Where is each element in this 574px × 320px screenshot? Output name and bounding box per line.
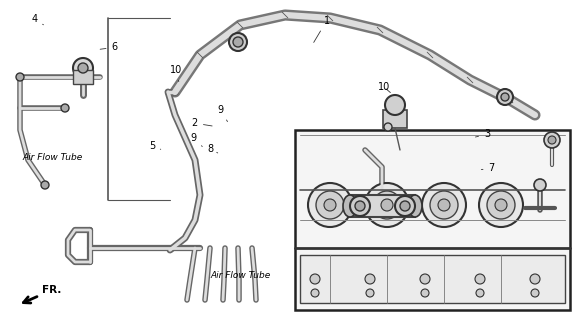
Circle shape bbox=[420, 274, 430, 284]
Circle shape bbox=[308, 183, 352, 227]
Text: 9: 9 bbox=[218, 105, 227, 122]
Text: 4: 4 bbox=[32, 14, 44, 25]
Circle shape bbox=[422, 183, 466, 227]
Circle shape bbox=[421, 289, 429, 297]
Circle shape bbox=[355, 201, 365, 211]
Ellipse shape bbox=[408, 195, 422, 217]
Circle shape bbox=[365, 183, 409, 227]
Circle shape bbox=[530, 274, 540, 284]
Circle shape bbox=[324, 199, 336, 211]
Text: Air Flow Tube: Air Flow Tube bbox=[22, 153, 82, 162]
Text: 2: 2 bbox=[192, 118, 212, 128]
Circle shape bbox=[487, 191, 515, 219]
Bar bbox=[383, 110, 407, 128]
Circle shape bbox=[384, 123, 392, 131]
Circle shape bbox=[544, 132, 560, 148]
Circle shape bbox=[233, 37, 243, 47]
Circle shape bbox=[534, 179, 546, 191]
Text: 9: 9 bbox=[191, 132, 202, 147]
Circle shape bbox=[395, 196, 415, 216]
Circle shape bbox=[311, 289, 319, 297]
Circle shape bbox=[475, 274, 485, 284]
Circle shape bbox=[61, 104, 69, 112]
Text: 3: 3 bbox=[475, 129, 490, 140]
Circle shape bbox=[366, 289, 374, 297]
Text: 7: 7 bbox=[482, 163, 495, 173]
Circle shape bbox=[531, 289, 539, 297]
Text: FR.: FR. bbox=[24, 285, 61, 303]
Circle shape bbox=[16, 73, 24, 81]
Circle shape bbox=[41, 181, 49, 189]
Circle shape bbox=[430, 191, 458, 219]
Circle shape bbox=[73, 58, 93, 78]
Circle shape bbox=[78, 63, 88, 73]
Circle shape bbox=[497, 89, 513, 105]
Ellipse shape bbox=[343, 195, 357, 217]
Circle shape bbox=[385, 95, 405, 115]
Text: 1: 1 bbox=[314, 16, 329, 43]
Bar bbox=[350, 195, 415, 217]
Circle shape bbox=[310, 274, 320, 284]
Circle shape bbox=[350, 196, 370, 216]
Text: 10: 10 bbox=[378, 82, 390, 92]
Circle shape bbox=[316, 191, 344, 219]
Text: 10: 10 bbox=[170, 65, 183, 82]
Circle shape bbox=[373, 191, 401, 219]
Circle shape bbox=[548, 136, 556, 144]
Circle shape bbox=[400, 201, 410, 211]
Circle shape bbox=[495, 199, 507, 211]
Text: Air Flow Tube: Air Flow Tube bbox=[210, 270, 270, 279]
Circle shape bbox=[476, 289, 484, 297]
Circle shape bbox=[381, 199, 393, 211]
Circle shape bbox=[229, 33, 247, 51]
Text: 6: 6 bbox=[100, 42, 118, 52]
Circle shape bbox=[365, 274, 375, 284]
Bar bbox=[295, 130, 570, 310]
Bar bbox=[73, 70, 93, 84]
Circle shape bbox=[501, 93, 509, 101]
Text: 5: 5 bbox=[149, 140, 161, 151]
Bar bbox=[300, 255, 565, 303]
Circle shape bbox=[438, 199, 450, 211]
Circle shape bbox=[479, 183, 523, 227]
Text: 8: 8 bbox=[208, 144, 218, 154]
